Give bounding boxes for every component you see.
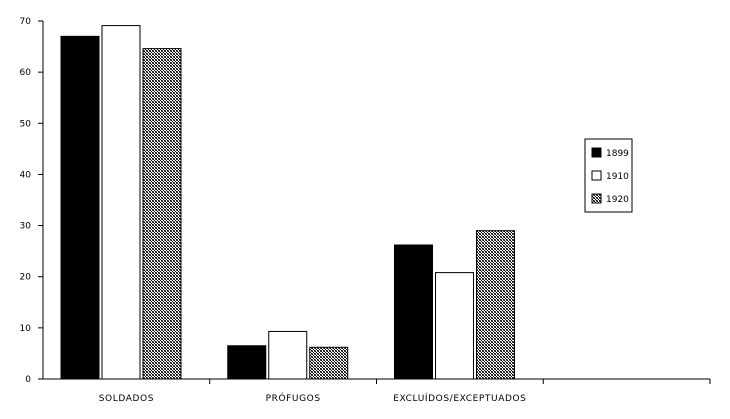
- y-tick-label: 50: [20, 119, 32, 129]
- y-tick-label: 20: [20, 273, 32, 283]
- legend: 1899 1910 1920: [584, 138, 633, 213]
- y-axis: 0 10 20 30 40 50 60 70: [20, 17, 44, 385]
- x-category-label: SOLDADOS: [99, 394, 154, 404]
- x-axis: SOLDADOS PRÓFUGOS EXCLUÍDOS/EXCEPTUADOS: [43, 378, 711, 404]
- legend-swatch-1920: [591, 193, 602, 204]
- y-tick-label: 0: [25, 375, 31, 385]
- bar-1899-0: [60, 35, 100, 380]
- y-tick-label: 30: [20, 222, 32, 232]
- bar-1910-1: [268, 330, 308, 380]
- y-tick-label: 10: [20, 324, 32, 334]
- x-category-label: EXCLUÍDOS/EXCEPTUADOS: [393, 392, 526, 404]
- legend-swatch-1899: [591, 147, 602, 158]
- bar-1920-1: [309, 346, 349, 380]
- bar-1899-1: [227, 345, 267, 380]
- legend-label-1899: 1899: [606, 149, 629, 159]
- bar-1920-0: [142, 48, 182, 380]
- bar-1899-2: [394, 244, 433, 380]
- legend-label-1910: 1910: [606, 172, 629, 182]
- legend-swatch-1910: [591, 170, 602, 181]
- bar-1920-2: [476, 230, 515, 380]
- legend-label-1920: 1920: [606, 195, 629, 205]
- bar-1910-0: [101, 25, 141, 380]
- x-category-label: PRÓFUGOS: [266, 392, 321, 404]
- y-tick-label: 70: [20, 17, 32, 27]
- bar-1910-2: [435, 272, 474, 380]
- bars: [60, 25, 515, 380]
- y-tick-label: 60: [20, 68, 32, 78]
- y-tick-label: 40: [20, 170, 32, 180]
